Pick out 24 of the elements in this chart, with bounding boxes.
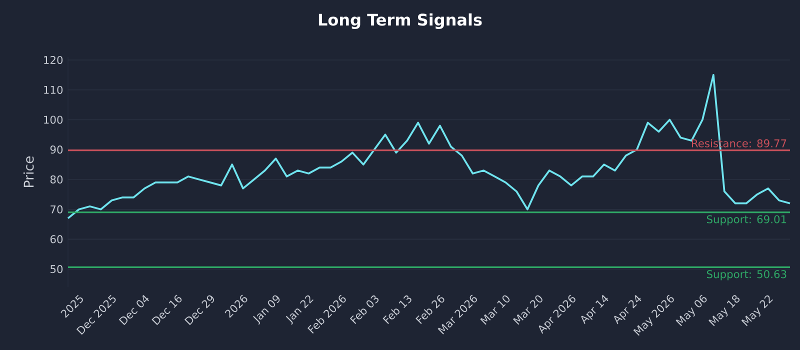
x-tick-label: Jan 09 [253,295,280,325]
x-tick-label: Feb 26 [416,294,444,324]
x-tick-label: Dec 29 [184,295,214,326]
x-tick-label: Mar 20 [513,295,542,325]
chart-title: Long Term Signals [318,13,482,29]
x-tick-label: Feb 13 [382,295,412,324]
ref-line-label: Support: 50.63 [706,270,786,280]
x-tick-label: Jan 22 [286,295,314,325]
y-axis-title: Price [23,156,34,187]
y-tick-label: 110 [44,86,63,94]
x-tick-label: Feb 03 [350,295,379,324]
y-tick-label: 120 [44,56,63,64]
y-tick-label: 90 [50,146,63,154]
x-tick-label: Dec 16 [152,294,182,326]
x-tick-label: Dec 04 [118,294,149,326]
y-tick-label: 50 [50,265,63,274]
ref-line-label: Support: 69.01 [706,215,786,226]
x-tick-label: Mar 10 [480,295,510,325]
y-tick-label: 80 [50,175,63,184]
x-tick-label: Apr 24 [614,294,642,324]
y-tick-label: 100 [44,116,63,124]
x-tick-label: Apr 14 [581,294,608,324]
y-tick-label: 70 [50,205,63,214]
y-tick-label: 60 [50,235,63,244]
